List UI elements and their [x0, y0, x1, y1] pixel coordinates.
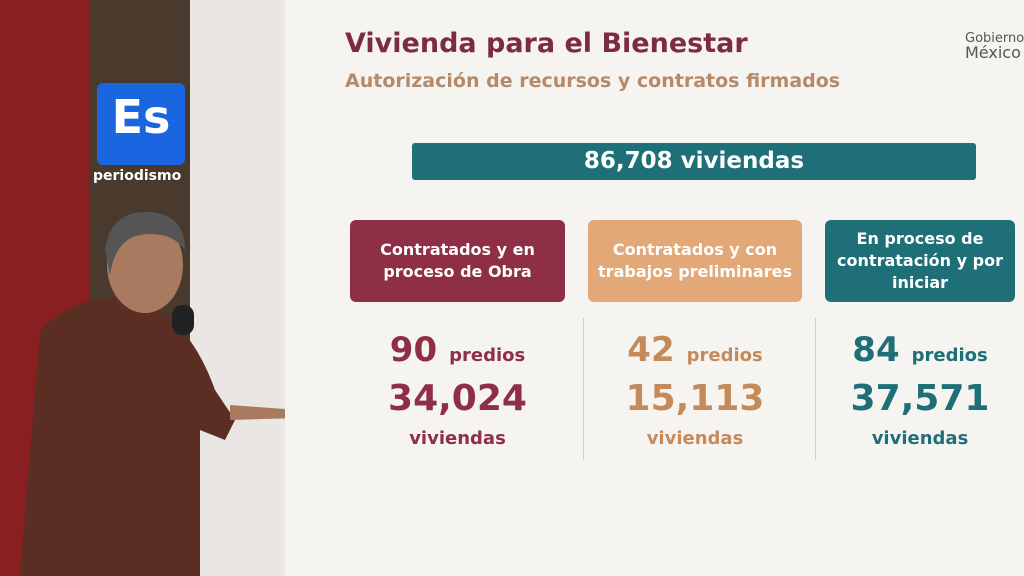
total-banner: 86,708 viviendas	[412, 143, 976, 180]
column-header: Contratados y en proceso de Obra	[350, 220, 565, 302]
viviendas-count: 15,113	[625, 378, 765, 419]
column-header: Contratados y con trabajos preliminares	[588, 220, 802, 302]
predios-count: 90	[389, 330, 438, 370]
logo-box	[97, 83, 185, 165]
divider	[583, 318, 584, 460]
viviendas-count: 37,571	[850, 378, 990, 419]
brand: Gobierno deMéxico	[965, 31, 1024, 62]
viviendas-label: viviendas	[646, 428, 744, 449]
viviendas-label: viviendas	[409, 428, 506, 449]
predios-label: predios	[449, 345, 526, 366]
predios-label: predios	[686, 345, 763, 366]
background-scene	[0, 0, 290, 576]
speaker-hand	[230, 405, 290, 420]
microphone	[172, 305, 194, 335]
predios-row: 42 predios	[588, 330, 802, 370]
slide: Vivienda para el Bienestar Autorización …	[285, 0, 1024, 576]
divider	[815, 318, 816, 460]
brand-line: Gobierno de	[965, 31, 1024, 46]
speaker-hair	[105, 211, 185, 275]
brand-line: México	[965, 43, 1021, 62]
screen-edge	[190, 0, 285, 576]
predios-label: predios	[911, 345, 988, 366]
predios-row: 84 predios	[825, 330, 1015, 370]
logo-name: periodismo	[93, 168, 182, 184]
column-header: En proceso de contratación y por iniciar	[825, 220, 1015, 302]
viviendas-label: viviendas	[871, 428, 969, 449]
slide-subtitle: Autorización de recursos y contratos fir…	[345, 70, 841, 92]
logo-mark: Es	[111, 90, 171, 144]
slide-title: Vivienda para el Bienestar	[345, 28, 748, 59]
predios-count: 42	[627, 330, 675, 370]
speaker-jacket	[20, 298, 235, 576]
predios-count: 84	[852, 330, 900, 370]
viviendas-count: 34,024	[388, 378, 527, 419]
predios-row: 90 predios	[350, 330, 565, 370]
